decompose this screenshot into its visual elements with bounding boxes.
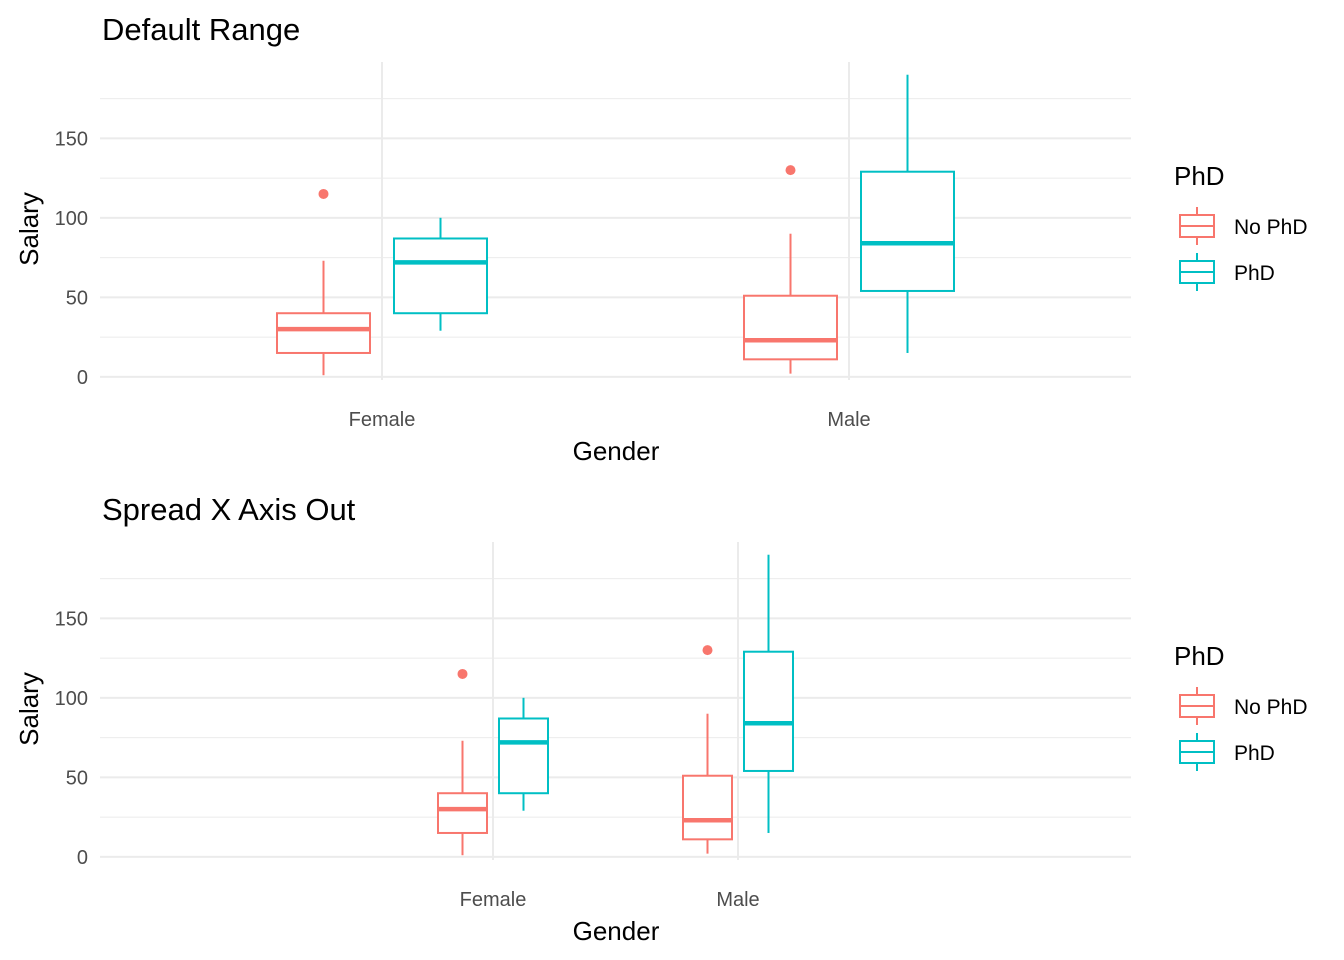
legend-key-phd — [1179, 733, 1215, 771]
boxplot-phd-female — [393, 217, 488, 331]
chart-title: Default Range — [102, 12, 300, 47]
box-iqr — [743, 650, 794, 772]
y-tick-label: 0 — [77, 847, 88, 869]
boxplot-no-phd-male — [743, 165, 838, 374]
legend: PhD No PhD PhD — [1174, 641, 1308, 771]
x-tick-label: Male — [716, 889, 759, 911]
x-axis-label: Gender — [573, 436, 660, 466]
legend-key-phd — [1179, 253, 1215, 291]
legend-label: No PhD — [1234, 696, 1308, 719]
box-iqr — [437, 792, 488, 834]
legend: PhD No PhD PhD — [1174, 161, 1308, 291]
legend-title: PhD — [1174, 641, 1225, 671]
legend-label: No PhD — [1234, 216, 1308, 239]
boxplot-phd-male — [743, 554, 794, 833]
outlier-point — [318, 188, 329, 199]
box-iqr — [860, 170, 955, 292]
boxplot-phd-female — [498, 697, 549, 811]
y-tick-label: 0 — [77, 367, 88, 389]
y-tick-label: 100 — [55, 208, 88, 230]
y-tick-label: 150 — [55, 608, 88, 630]
outlier-point — [785, 165, 796, 176]
box-iqr — [498, 717, 549, 795]
boxplot-no-phd-female — [276, 188, 371, 376]
panel-spread-x-axis-out: Spread X Axis Out 0 50 100 150 Female Male Gend… — [14, 492, 1308, 946]
y-axis-label: Salary — [14, 192, 44, 266]
x-tick-label: Male — [827, 409, 870, 431]
box-iqr — [682, 774, 733, 841]
y-tick-label: 150 — [55, 128, 88, 150]
x-tick-label: Female — [460, 889, 527, 911]
legend-key-no-phd — [1179, 207, 1215, 245]
y-axis-label: Salary — [14, 672, 44, 746]
x-tick-label: Female — [349, 409, 416, 431]
y-tick-label: 50 — [66, 767, 88, 789]
chart-title: Spread X Axis Out — [102, 492, 356, 527]
legend-key-no-phd — [1179, 687, 1215, 725]
boxplot-no-phd-female — [437, 668, 488, 856]
legend-label: PhD — [1234, 262, 1275, 285]
outlier-point — [457, 668, 468, 679]
legend-label: PhD — [1234, 742, 1275, 765]
box-iqr — [743, 294, 838, 361]
legend-title: PhD — [1174, 161, 1225, 191]
box-iqr — [276, 312, 371, 354]
boxplot-no-phd-male — [682, 645, 733, 854]
x-axis-label: Gender — [573, 916, 660, 946]
outlier-point — [702, 645, 713, 656]
panel-default-range: Default Range 0 50 100 150 Female Male Gender Sa… — [14, 12, 1308, 466]
y-tick-label: 50 — [66, 287, 88, 309]
box-iqr — [393, 237, 488, 315]
boxplot-phd-male — [860, 74, 955, 353]
y-tick-label: 100 — [55, 688, 88, 710]
